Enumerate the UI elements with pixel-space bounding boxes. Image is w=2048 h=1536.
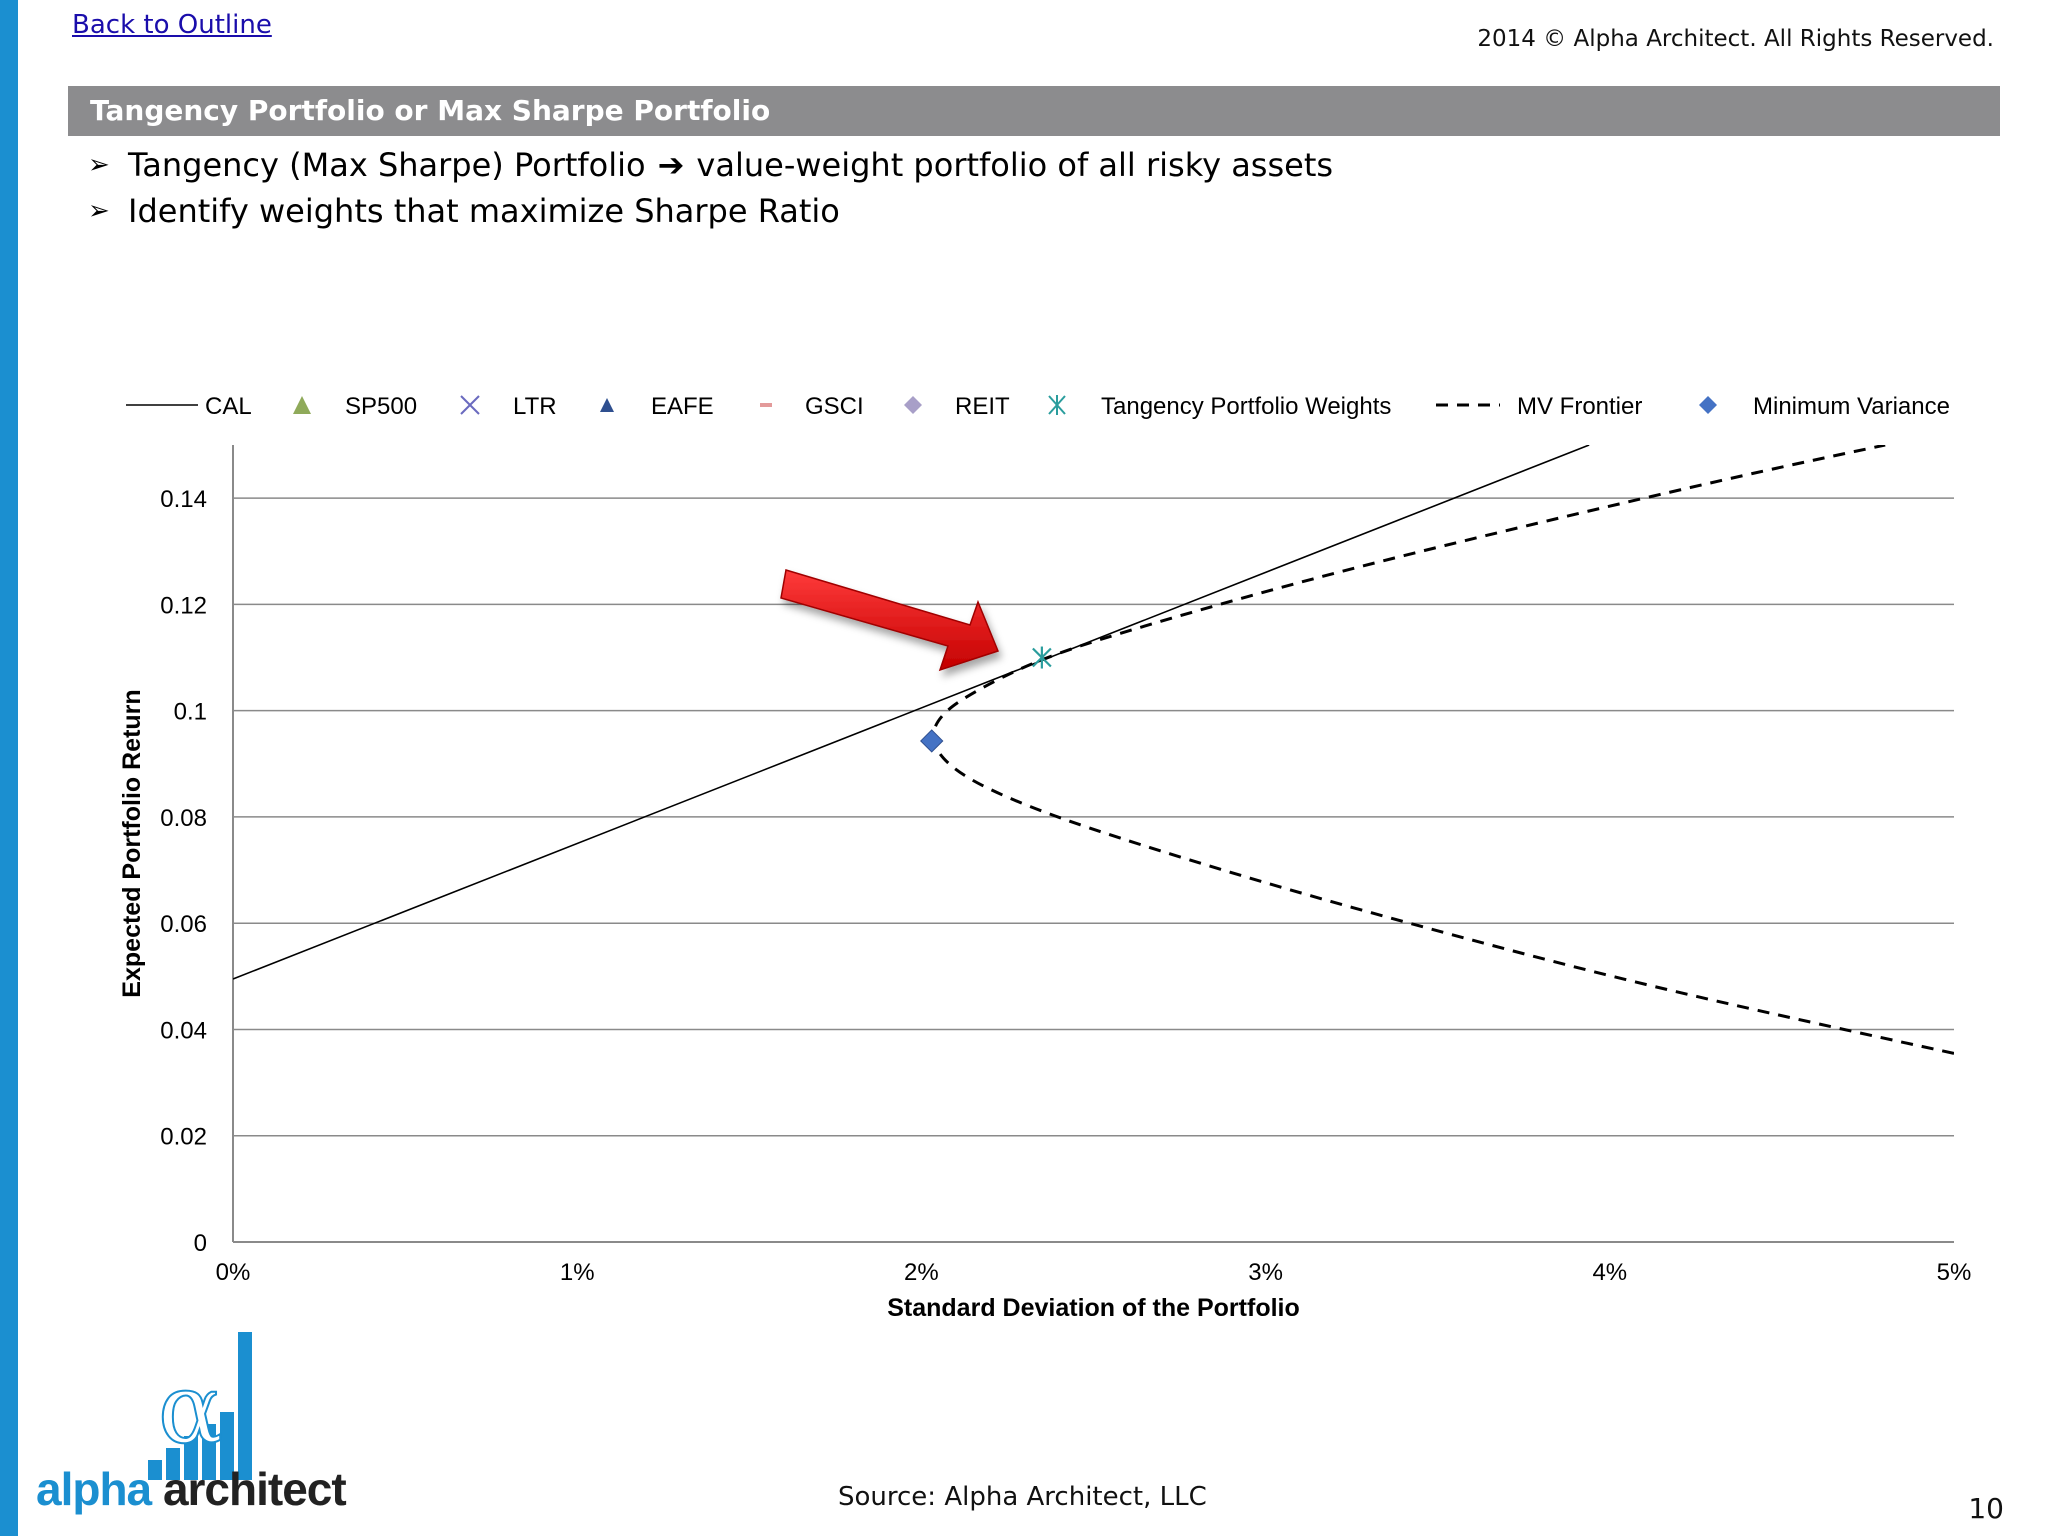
legend-min-variance-diamond-icon [1699,396,1717,414]
x-tick-label: 0% [216,1259,251,1286]
y-axis-label: Expected Portfolio Return [118,689,146,997]
y-tick-label: 0.06 [160,911,207,938]
cal-line [233,445,1590,980]
x-tick-label: 1% [560,1259,595,1286]
logo-wordmark: alpha architect [36,1462,347,1516]
red-arrow-annotation [780,569,999,672]
chart-tick-labels: 0 0.02 0.04 0.06 0.08 0.1 0.12 0.14 0% 1% 2% 3% 4% 5% [160,486,1971,1286]
legend-ltr-x-icon [460,395,480,415]
minimum-variance-marker [920,729,944,753]
bullet-text: Identify weights that maximize Sharpe Ra… [128,192,840,230]
legend-gsci-dash-icon [760,403,772,407]
y-tick-label: 0 [194,1230,207,1257]
tangency-portfolio-marker [1032,646,1052,669]
chart-axes [232,445,1954,1243]
legend-eafe-label: EAFE [651,393,714,420]
legend-sp500-triangle-icon [293,396,311,414]
legend-tangency-label: Tangency Portfolio Weights [1101,393,1391,420]
chart-legend: CAL SP500 LTR EAFE GSCI REIT Tangency Po… [126,393,1950,420]
legend-tangency-asterisk-icon [1048,395,1066,415]
x-tick-label: 5% [1937,1259,1972,1286]
source-note: Source: Alpha Architect, LLC [838,1482,1207,1512]
right-arrow-icon: ➔ [657,146,685,184]
bullet-text-continued: value-weight portfolio of all risky asse… [696,146,1334,184]
x-tick-label: 2% [904,1259,939,1286]
y-tick-label: 0.14 [160,486,207,513]
legend-cal-label: CAL [205,393,252,420]
mv-frontier-curve [931,445,1954,1055]
bullet-arrowhead-icon: ➢ [88,150,110,180]
chart-markers [920,646,1052,753]
chart-series [233,445,1954,1055]
legend-ltr-label: LTR [513,393,557,420]
copyright-notice: 2014 © Alpha Architect. All Rights Reser… [1477,26,1994,52]
legend-mv-frontier-label: MV Frontier [1517,393,1642,420]
page-number: 10 [1968,1492,2004,1525]
slide-title-band: Tangency Portfolio or Max Sharpe Portfol… [68,86,2000,136]
logo-word-architect: architect [162,1463,347,1515]
legend-sp500-label: SP500 [345,393,417,420]
legend-reit-diamond-icon [904,396,922,414]
bullet-item: ➢ Tangency (Max Sharpe) Portfolio ➔ valu… [88,142,1333,188]
y-tick-label: 0.02 [160,1124,207,1151]
left-accent-bar [0,0,18,1536]
slide-title: Tangency Portfolio or Max Sharpe Portfol… [90,94,771,127]
x-tick-label: 3% [1248,1259,1283,1286]
red-arrow-icon [780,569,999,672]
x-tick-label: 4% [1592,1259,1627,1286]
alpha-architect-logo: α [30,1330,370,1530]
y-tick-label: 0.04 [160,1017,207,1044]
legend-min-variance-label: Minimum Variance [1753,393,1950,420]
back-to-outline-link[interactable]: Back to Outline [72,10,272,40]
chart-gridlines [233,497,1954,1137]
bullet-item: ➢ Identify weights that maximize Sharpe … [88,188,1333,234]
logo-word-alpha: alpha [36,1463,152,1515]
x-axis-label: Standard Deviation of the Portfolio [887,1294,1300,1322]
y-tick-label: 0.08 [160,805,207,832]
bullet-arrowhead-icon: ➢ [88,196,110,226]
y-tick-label: 0.12 [160,592,207,619]
legend-gsci-label: GSCI [805,393,864,420]
alpha-logo-bars-icon: α [148,1332,252,1480]
legend-reit-label: REIT [955,393,1010,420]
svg-text:α: α [158,1353,223,1465]
y-tick-label: 0.1 [174,699,207,726]
bullet-text: Tangency (Max Sharpe) Portfolio [128,146,646,184]
bullet-list: ➢ Tangency (Max Sharpe) Portfolio ➔ valu… [88,142,1333,234]
legend-eafe-triangle-icon [600,398,614,412]
